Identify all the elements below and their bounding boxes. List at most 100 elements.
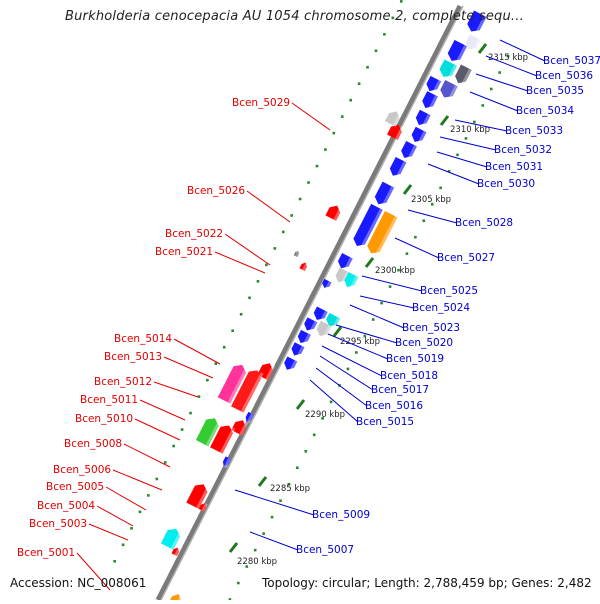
tick-dot-left [290, 214, 293, 217]
kbp-tick-label: 2280 kbp [237, 557, 277, 567]
gene-block-shade [427, 95, 438, 111]
gene-leader-left [76, 552, 111, 591]
gene-feature [198, 503, 208, 512]
gene-feature [389, 156, 407, 179]
gene-feature [422, 91, 438, 111]
tick-dot-right [321, 417, 324, 420]
tick-dot-left [231, 329, 234, 333]
gene-feature [415, 109, 431, 128]
kbp-tick-mark [402, 184, 413, 195]
gene-feature [304, 317, 318, 334]
gene-label-right: Bcen_5018 [380, 370, 438, 382]
gene-feature [231, 370, 264, 413]
tick-dot-right [414, 235, 417, 239]
kbp-tick-mark [228, 542, 239, 553]
gene-block-shade [395, 161, 407, 179]
kbp-tick-label: 2315 kbp [488, 53, 528, 63]
tick-dot-left [147, 494, 150, 497]
gene-block-shade [474, 15, 487, 35]
gene-feature [322, 278, 332, 290]
accession-text: Accession: NC_008061 [10, 576, 147, 590]
gene-label-left: Bcen_5001 [17, 547, 75, 559]
tick-dot-left [256, 280, 260, 283]
gene-feature [455, 64, 472, 87]
gene-block [257, 363, 273, 381]
gene-block-shade [205, 420, 222, 447]
gene-leader-right [319, 355, 374, 391]
gene-block-shade [460, 68, 472, 87]
tick-dot-left [374, 49, 378, 53]
tick-dot-left [357, 82, 361, 86]
gene-block [293, 250, 299, 258]
tick-dot-left [399, 0, 403, 3]
tick-dot-right [498, 71, 501, 74]
gene-block-shade [325, 281, 332, 290]
gene-leader-right [394, 237, 440, 259]
tick-dot-right [253, 548, 257, 552]
gene-leader-right [309, 379, 359, 423]
gene-label-right: Bcen_5037 [543, 55, 600, 67]
tick-dot-left [180, 428, 184, 431]
gene-block-shade [227, 366, 249, 404]
gene-feature [387, 124, 405, 140]
tick-dot-right [329, 400, 333, 404]
gene-feature [465, 34, 481, 53]
kbp-tick-label: 2290 kbp [305, 410, 345, 420]
gene-label-left: Bcen_5011 [80, 394, 138, 406]
tick-dot-right [388, 285, 392, 288]
gene-label-right: Bcen_5028 [455, 217, 513, 229]
gene-feature [401, 140, 417, 161]
gene-leader-right [454, 119, 508, 132]
gene-feature [291, 342, 305, 358]
gene-leader-left [214, 251, 266, 274]
gene-block [291, 342, 305, 356]
gene-feature [467, 10, 487, 35]
gene-block-shade [360, 208, 383, 250]
tick-dot-right [228, 598, 232, 601]
gene-block [401, 140, 417, 158]
gene-feature [160, 528, 183, 550]
gene-label-left: Bcen_5008 [64, 438, 122, 450]
gene-feature [257, 363, 276, 381]
gene-leader-right [361, 275, 423, 292]
gene-leader-right [349, 304, 405, 329]
tick-dot-right [371, 318, 375, 321]
gene-block-shade [349, 275, 359, 290]
gene-block [326, 312, 341, 327]
tick-dot-left [113, 559, 116, 563]
tick-dot-right [481, 104, 485, 107]
gene-feature [326, 312, 341, 330]
tick-dot-right [405, 252, 409, 255]
gene-block-shade [421, 113, 431, 128]
gene-feature [367, 210, 398, 257]
gene-block-shade [319, 310, 328, 323]
gene-label-right: Bcen_5009 [312, 509, 370, 521]
tick-dot-right [355, 351, 358, 354]
gene-leader-right [359, 295, 415, 309]
tick-dot-left [138, 510, 142, 514]
gene-label-left: Bcen_5029 [232, 97, 290, 109]
gene-leader-right [234, 489, 315, 516]
gene-leader-right [436, 151, 488, 168]
gene-label-right: Bcen_5025 [420, 285, 478, 297]
kbp-tick-label: 2305 kbp [411, 195, 451, 205]
gene-block-shade [223, 457, 232, 468]
gene-block-shade [239, 421, 249, 436]
gene-block-shade [296, 345, 305, 358]
gene-feature [447, 39, 468, 65]
tick-dot-right [456, 153, 459, 157]
gene-leader-right [469, 91, 519, 112]
gene-block-shade [289, 360, 298, 373]
gene-block-shade [219, 427, 236, 454]
gene-feature [245, 411, 254, 424]
gene-label-left: Bcen_5021 [155, 246, 213, 258]
tick-dot-left [163, 461, 167, 464]
gene-label-right: Bcen_5034 [516, 105, 574, 117]
tick-dot-right [380, 301, 383, 305]
gene-block [299, 262, 307, 272]
tick-dot-right [262, 532, 265, 535]
tick-dot-left [332, 131, 336, 135]
gene-block-shade [331, 316, 341, 330]
gene-block [316, 320, 332, 337]
